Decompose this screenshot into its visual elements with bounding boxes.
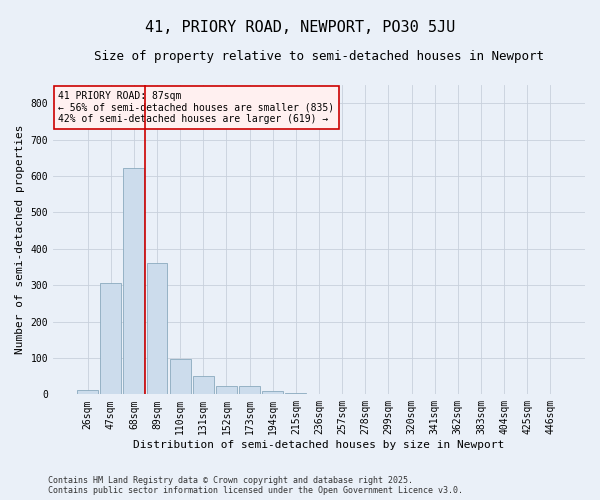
Bar: [262, 390, 283, 394]
Bar: [77, 390, 98, 394]
Bar: [193, 376, 214, 394]
Bar: [146, 262, 167, 394]
Bar: [100, 284, 121, 395]
Y-axis label: Number of semi-detached properties: Number of semi-detached properties: [15, 125, 25, 354]
Bar: [170, 359, 191, 394]
Bar: [239, 386, 260, 394]
Text: Contains HM Land Registry data © Crown copyright and database right 2025.
Contai: Contains HM Land Registry data © Crown c…: [48, 476, 463, 495]
Bar: [216, 386, 237, 394]
X-axis label: Distribution of semi-detached houses by size in Newport: Distribution of semi-detached houses by …: [133, 440, 505, 450]
Text: 41 PRIORY ROAD: 87sqm
← 56% of semi-detached houses are smaller (835)
42% of sem: 41 PRIORY ROAD: 87sqm ← 56% of semi-deta…: [58, 91, 334, 124]
Bar: [286, 392, 306, 394]
Title: Size of property relative to semi-detached houses in Newport: Size of property relative to semi-detach…: [94, 50, 544, 63]
Bar: [124, 168, 145, 394]
Text: 41, PRIORY ROAD, NEWPORT, PO30 5JU: 41, PRIORY ROAD, NEWPORT, PO30 5JU: [145, 20, 455, 35]
